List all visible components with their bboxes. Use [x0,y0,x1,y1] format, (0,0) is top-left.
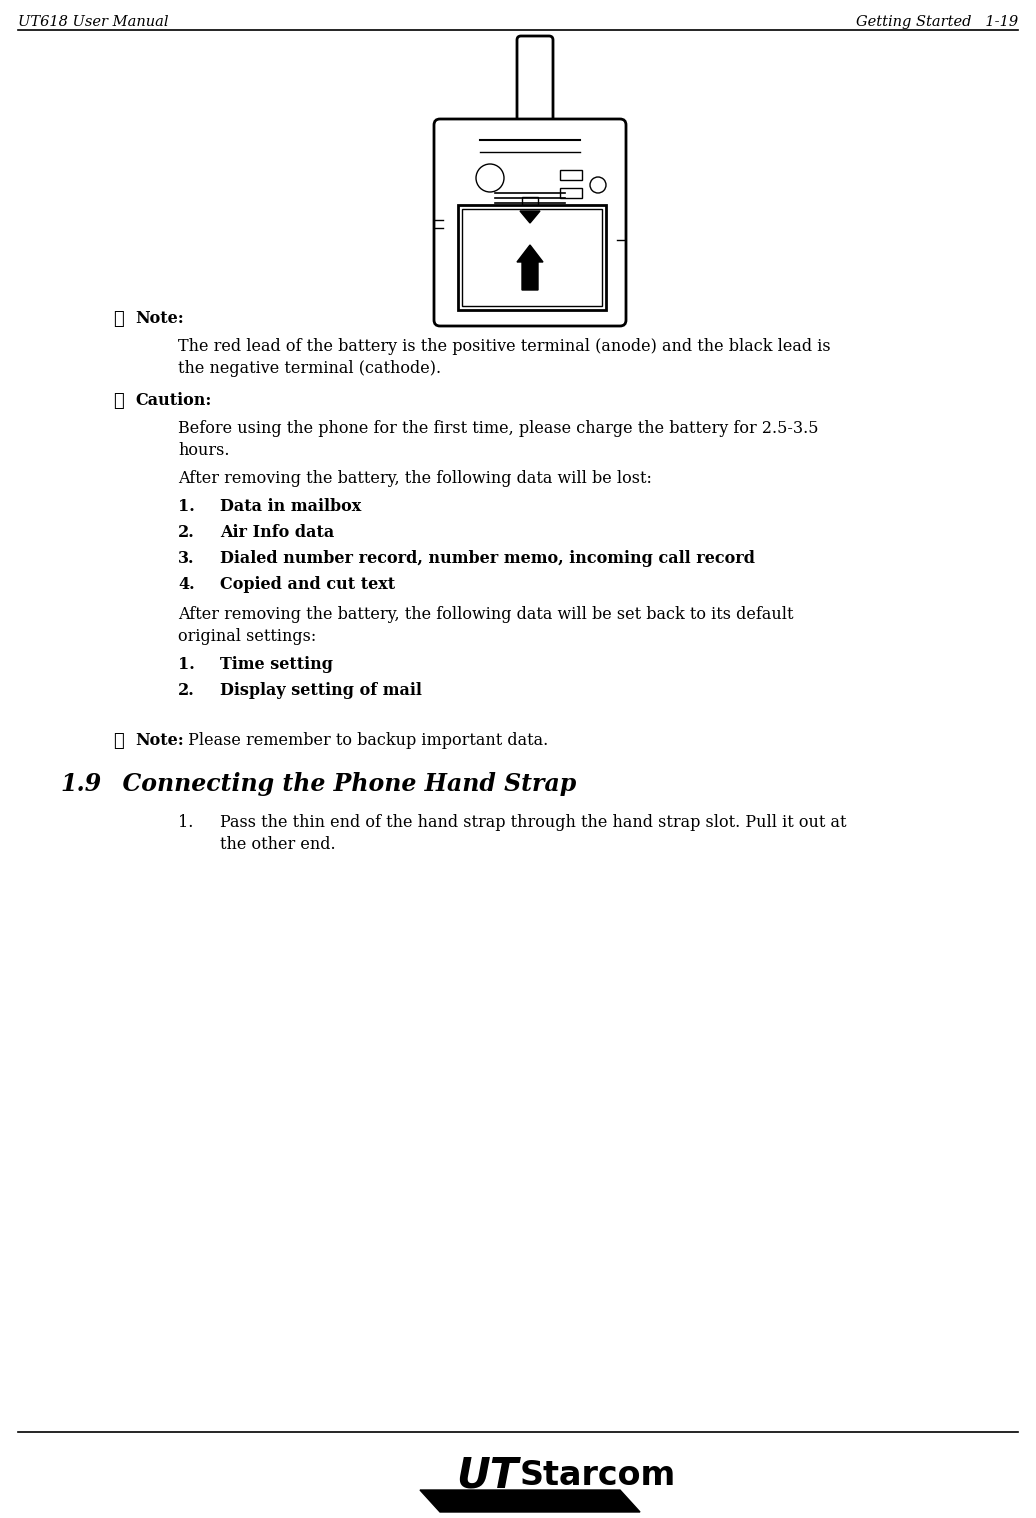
Text: Time setting: Time setting [220,656,333,672]
Circle shape [589,178,606,193]
Text: After removing the battery, the following data will be lost:: After removing the battery, the followin… [178,471,652,487]
Text: Getting Started   1-19: Getting Started 1-19 [856,15,1018,29]
Text: hours.: hours. [178,442,230,458]
Text: ☞: ☞ [113,310,123,328]
Bar [560,170,582,181]
Text: 4.: 4. [178,575,195,594]
Text: Data in mailbox: Data in mailbox [220,498,362,515]
Text: Pass the thin end of the hand strap through the hand strap slot. Pull it out at: Pass the thin end of the hand strap thro… [220,814,846,830]
Text: 2.: 2. [178,682,195,698]
Polygon shape [520,211,540,223]
Text: UT: UT [456,1454,518,1497]
Text: 1.: 1. [178,656,195,672]
Bar [462,209,602,307]
Text: ☞: ☞ [113,392,123,410]
Text: Note:: Note: [135,732,183,748]
Text: Please remember to backup important data.: Please remember to backup important data… [183,732,548,748]
Text: Copied and cut text: Copied and cut text [220,575,395,594]
FancyBboxPatch shape [434,118,626,326]
Bar [458,205,606,310]
Text: 1.: 1. [178,814,194,830]
Text: 3.: 3. [178,550,195,568]
Bar [522,197,538,205]
Circle shape [476,164,503,191]
Bar [560,188,582,197]
Text: the other end.: the other end. [220,836,336,853]
Text: The red lead of the battery is the positive terminal (anode) and the black lead : The red lead of the battery is the posit… [178,339,831,355]
Polygon shape [420,1491,640,1512]
Polygon shape [517,244,543,290]
Text: Caution:: Caution: [135,392,211,408]
Text: Before using the phone for the first time, please charge the battery for 2.5-3.5: Before using the phone for the first tim… [178,420,818,437]
Text: ☞: ☞ [113,732,123,750]
Text: Display setting of mail: Display setting of mail [220,682,422,698]
Text: Note:: Note: [135,310,183,326]
Text: 1.9: 1.9 [60,773,102,795]
Text: Starcom: Starcom [520,1459,677,1492]
FancyBboxPatch shape [517,36,553,153]
Text: UT618 User Manual: UT618 User Manual [18,15,169,29]
Text: the negative terminal (cathode).: the negative terminal (cathode). [178,360,441,376]
Text: Connecting the Phone Hand Strap: Connecting the Phone Hand Strap [106,773,576,795]
Text: After removing the battery, the following data will be set back to its default: After removing the battery, the followin… [178,606,794,622]
Text: Air Info data: Air Info data [220,524,335,540]
Text: original settings:: original settings: [178,628,316,645]
Text: 2.: 2. [178,524,195,540]
Text: 1.: 1. [178,498,195,515]
Text: Dialed number record, number memo, incoming call record: Dialed number record, number memo, incom… [220,550,755,568]
